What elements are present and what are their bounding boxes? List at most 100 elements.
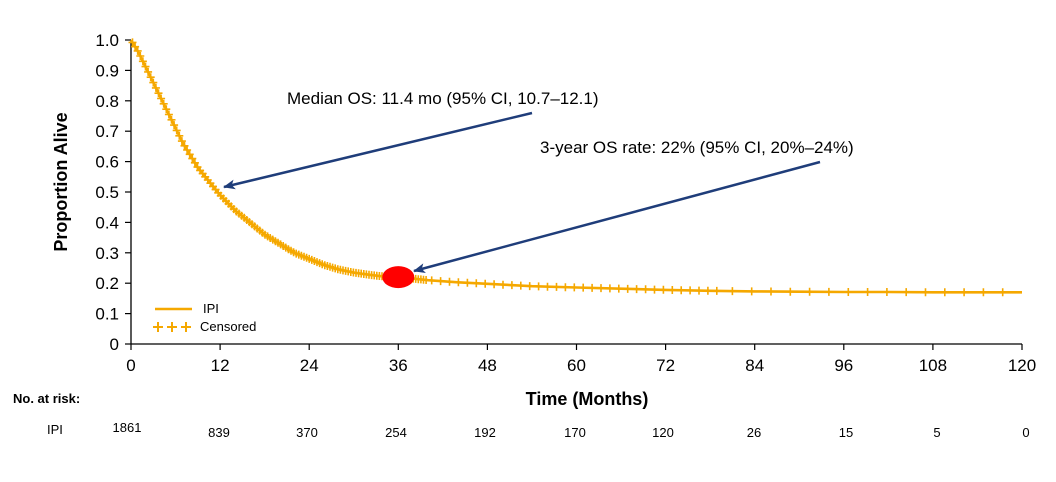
censor-mark: [167, 115, 176, 124]
censor-mark: [659, 285, 668, 294]
censor-mark: [188, 154, 197, 163]
censor-mark: [686, 286, 695, 295]
legend-censored-swatch: [153, 322, 191, 332]
censor-mark: [516, 281, 525, 290]
y-tick-label: 0.4: [95, 213, 119, 232]
censor-mark: [632, 285, 641, 294]
x-tick-label: 48: [478, 356, 497, 375]
censor-mark: [185, 150, 194, 159]
three-year-arrow: [413, 160, 821, 273]
median-arrow: [223, 111, 533, 190]
censor-mark: [133, 46, 142, 55]
x-tick-label: 84: [745, 356, 764, 375]
censor-marks: [128, 38, 1007, 297]
censor-mark: [998, 288, 1007, 297]
censor-mark: [902, 288, 911, 297]
x-ticks: 0 12 24 36 48 60 72 84 96 108 120: [126, 344, 1036, 375]
y-tick-label: 0.5: [95, 183, 119, 202]
censor-mark: [183, 146, 192, 154]
risk-table-value: 0: [1022, 425, 1029, 440]
legend-censored-label: Censored: [200, 319, 256, 334]
series-layer: [129, 39, 1022, 294]
legend-censor-mark: [153, 322, 163, 332]
y-tick-label: 0.1: [95, 305, 119, 324]
censor-mark: [588, 283, 597, 292]
censor-mark: [552, 282, 561, 291]
censor-mark: [863, 288, 872, 296]
three-year-annotation: 3-year OS rate: 22% (95% CI, 20%–24%): [540, 138, 854, 157]
risk-table-value: 120: [652, 425, 674, 440]
censor-mark: [128, 38, 137, 47]
censor-mark: [882, 288, 891, 296]
x-axis-title: Time (Months): [526, 389, 649, 409]
risk-table-value: 839: [208, 425, 230, 440]
risk-table-title: No. at risk:: [13, 391, 80, 406]
censor-mark: [177, 137, 186, 146]
censor-mark: [172, 126, 181, 135]
censor-mark: [159, 99, 168, 108]
risk-table-value: 1861: [113, 420, 142, 435]
legend: IPI Censored: [153, 301, 256, 334]
censor-mark: [131, 42, 140, 51]
censor-mark: [786, 287, 795, 296]
censor-mark: [499, 280, 507, 289]
axes: [130, 40, 1022, 345]
risk-table-value: 5: [933, 425, 940, 440]
y-tick-label: 0.6: [95, 153, 119, 172]
censor-mark: [614, 284, 623, 293]
censor-mark: [605, 284, 614, 293]
censor-mark: [472, 279, 481, 288]
x-tick-label: 108: [919, 356, 947, 375]
censor-mark: [767, 287, 775, 296]
censor-mark: [561, 283, 570, 292]
highlight-point: [382, 266, 415, 289]
censor-mark: [154, 89, 163, 98]
censor-mark: [525, 282, 534, 291]
censor-mark: [162, 105, 171, 114]
series-ipi-line: [129, 39, 1022, 294]
censor-mark: [940, 288, 949, 297]
censor-mark: [481, 279, 490, 288]
censor-mark: [824, 287, 833, 296]
y-axis-title: Proportion Alive: [51, 112, 71, 251]
y-tick-label: 0.8: [95, 92, 119, 111]
censor-mark: [463, 278, 472, 287]
censor-mark: [157, 94, 166, 103]
censor-mark: [149, 78, 158, 87]
censor-mark: [164, 110, 173, 119]
risk-table-value: 192: [474, 425, 496, 440]
censor-mark: [712, 286, 721, 295]
censor-mark: [650, 285, 659, 294]
censor-mark: [579, 283, 588, 292]
censor-mark: [677, 286, 686, 295]
censor-mark: [623, 284, 632, 293]
censor-mark: [146, 73, 155, 82]
censor-mark: [597, 284, 605, 293]
censor-mark: [180, 141, 189, 150]
censor-mark: [960, 288, 969, 297]
censor-mark: [170, 121, 179, 130]
censor-mark: [543, 282, 552, 291]
risk-table-values: 1861 839 370 254 192 170 120 26 15 5 0: [113, 420, 1030, 440]
censor-mark: [190, 158, 199, 167]
risk-table-row-label: IPI: [47, 422, 63, 437]
median-annotation: Median OS: 11.4 mo (95% CI, 10.7–12.1): [287, 89, 599, 108]
censor-mark: [436, 277, 445, 286]
censor-mark: [427, 276, 436, 285]
censor-mark: [668, 286, 677, 294]
legend-censor-mark: [181, 322, 191, 332]
censor-mark: [921, 288, 930, 297]
censor-mark: [844, 288, 853, 296]
y-tick-label: 0.3: [95, 244, 119, 263]
y-tick-label: 0.7: [95, 122, 119, 141]
legend-ipi-label: IPI: [203, 301, 219, 316]
risk-table: No. at risk: IPI 1861 839 370 254 192 170 120 2…: [13, 391, 1030, 440]
x-tick-label: 0: [126, 356, 135, 375]
x-tick-label: 96: [834, 356, 853, 375]
y-tick-label: 0: [110, 335, 119, 354]
risk-table-value: 370: [296, 425, 318, 440]
censor-mark: [141, 62, 150, 71]
y-ticks: 0 0.1 0.2 0.3 0.4 0.5 0.6 0.7 0.8 0.9 1.0: [95, 31, 131, 354]
censor-mark: [454, 278, 463, 287]
censor-mark: [136, 52, 145, 60]
